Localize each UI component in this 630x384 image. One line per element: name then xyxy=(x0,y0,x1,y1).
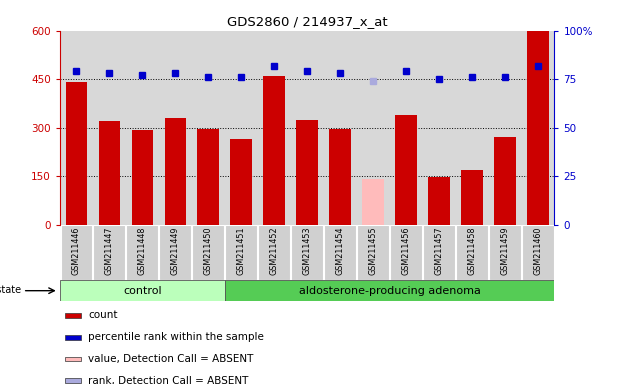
Bar xyxy=(494,137,516,225)
Bar xyxy=(461,170,483,225)
Text: GSM211447: GSM211447 xyxy=(105,226,114,275)
Bar xyxy=(357,225,389,280)
Text: GSM211449: GSM211449 xyxy=(171,226,180,275)
Bar xyxy=(66,378,81,383)
Bar xyxy=(127,225,158,280)
Text: GSM211450: GSM211450 xyxy=(203,226,213,275)
Text: aldosterone-producing adenoma: aldosterone-producing adenoma xyxy=(299,286,481,296)
Text: count: count xyxy=(88,310,118,321)
Bar xyxy=(329,129,351,225)
Bar xyxy=(263,76,285,225)
Bar xyxy=(164,118,186,225)
Text: GSM211452: GSM211452 xyxy=(270,226,278,275)
Text: control: control xyxy=(123,286,161,296)
Bar xyxy=(428,177,450,225)
Text: GSM211460: GSM211460 xyxy=(534,226,542,275)
Bar xyxy=(159,225,191,280)
Bar xyxy=(390,225,422,280)
Text: disease state: disease state xyxy=(0,285,21,295)
Bar xyxy=(66,335,81,340)
Text: GSM211454: GSM211454 xyxy=(336,226,345,275)
Text: percentile rank within the sample: percentile rank within the sample xyxy=(88,332,264,342)
Text: GSM211455: GSM211455 xyxy=(369,226,377,275)
Bar xyxy=(522,225,554,280)
Bar xyxy=(197,129,219,225)
Bar xyxy=(324,225,356,280)
Bar xyxy=(362,179,384,225)
Bar xyxy=(395,115,417,225)
Bar xyxy=(66,357,81,361)
Title: GDS2860 / 214937_x_at: GDS2860 / 214937_x_at xyxy=(227,15,387,28)
Bar xyxy=(527,31,549,225)
Text: GSM211451: GSM211451 xyxy=(237,226,246,275)
Text: rank, Detection Call = ABSENT: rank, Detection Call = ABSENT xyxy=(88,376,249,384)
Bar xyxy=(60,225,92,280)
Text: GSM211456: GSM211456 xyxy=(401,226,411,275)
Bar xyxy=(225,280,554,301)
Bar xyxy=(132,130,153,225)
Text: value, Detection Call = ABSENT: value, Detection Call = ABSENT xyxy=(88,354,254,364)
Text: GSM211446: GSM211446 xyxy=(72,226,81,275)
Bar xyxy=(66,83,87,225)
Bar xyxy=(291,225,323,280)
Text: GSM211458: GSM211458 xyxy=(467,226,476,275)
Bar xyxy=(93,225,125,280)
Bar xyxy=(60,280,225,301)
Bar xyxy=(192,225,224,280)
Bar xyxy=(66,313,81,318)
Bar xyxy=(98,121,120,225)
Text: GSM211457: GSM211457 xyxy=(435,226,444,275)
Bar xyxy=(489,225,521,280)
Text: GSM211448: GSM211448 xyxy=(138,226,147,275)
Bar xyxy=(423,225,455,280)
Text: GSM211459: GSM211459 xyxy=(500,226,510,275)
Bar xyxy=(456,225,488,280)
Text: GSM211453: GSM211453 xyxy=(302,226,312,275)
Bar xyxy=(258,225,290,280)
Bar xyxy=(231,139,252,225)
Bar xyxy=(226,225,257,280)
Bar xyxy=(296,119,318,225)
